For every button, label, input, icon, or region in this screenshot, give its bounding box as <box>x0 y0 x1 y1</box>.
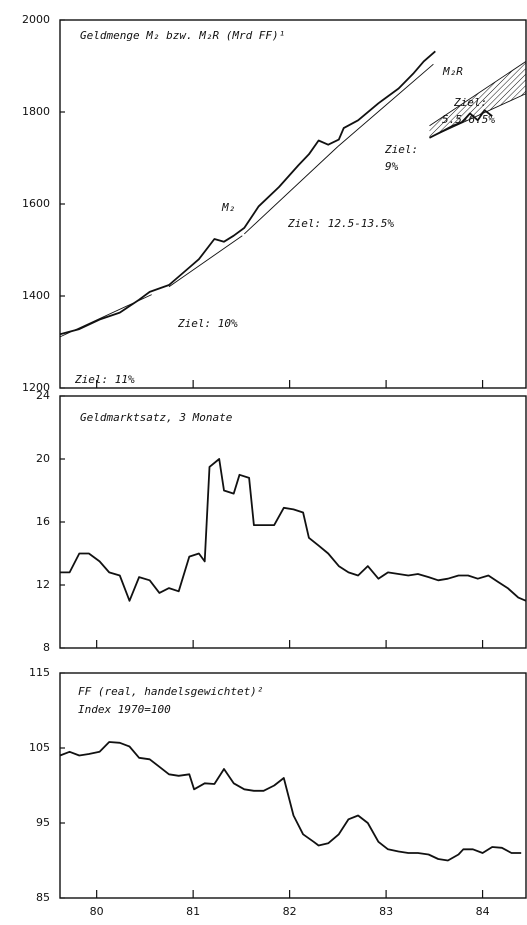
x-tick-label: 81 <box>186 905 200 918</box>
data-line <box>429 109 493 139</box>
plot-frame <box>59 395 527 649</box>
series-label: M₂ <box>221 201 235 214</box>
target-label: Ziel: <box>453 96 487 109</box>
y-tick-label: 8 <box>43 641 50 654</box>
y-tick-label: 2000 <box>22 13 50 26</box>
y-tick-label: 85 <box>36 891 50 904</box>
target-label: Ziel: <box>384 143 418 156</box>
target-label: Ziel: 11% <box>74 373 135 386</box>
target-line <box>168 235 243 288</box>
data-line <box>59 50 436 336</box>
x-tick-label: 84 <box>476 905 490 918</box>
target-line <box>243 146 339 235</box>
y-tick-label: 20 <box>36 452 50 465</box>
target-label: Ziel: 10% <box>177 317 238 330</box>
x-tick-label: 80 <box>90 905 104 918</box>
y-tick-label: 105 <box>29 741 50 754</box>
y-tick-label: 1200 <box>22 381 50 394</box>
y-tick-label: 1600 <box>22 197 50 210</box>
y-tick-label: 16 <box>36 515 50 528</box>
y-tick-label: 24 <box>36 389 50 402</box>
target-band-high <box>429 61 527 127</box>
chart-title: Geldmenge M₂ bzw. M₂R (Mrd FF)¹ <box>80 29 285 42</box>
series-label: M₂R <box>442 65 463 78</box>
plot-frame <box>59 672 527 899</box>
target-line <box>337 63 434 147</box>
target-label: 5.5-6.5% <box>442 113 495 126</box>
y-tick-label: 1400 <box>22 289 50 302</box>
target-band <box>429 61 526 138</box>
data-line <box>60 458 527 602</box>
y-tick-label: 95 <box>36 816 50 829</box>
target-label: Ziel: 12.5-13.5% <box>287 217 394 230</box>
chart-title: Geldmarktsatz, 3 Monate <box>80 411 233 424</box>
y-tick-label: 12 <box>36 578 50 591</box>
x-tick-label: 83 <box>379 905 393 918</box>
chart-title: FF (real, handelsgewichtet)² <box>78 685 263 698</box>
data-line <box>59 741 522 862</box>
target-label: 9% <box>385 160 399 173</box>
y-tick-label: 115 <box>29 666 50 679</box>
y-tick-label: 1800 <box>22 105 50 118</box>
x-tick-label: 82 <box>283 905 297 918</box>
chart-subtitle: Index 1970=100 <box>78 703 171 716</box>
